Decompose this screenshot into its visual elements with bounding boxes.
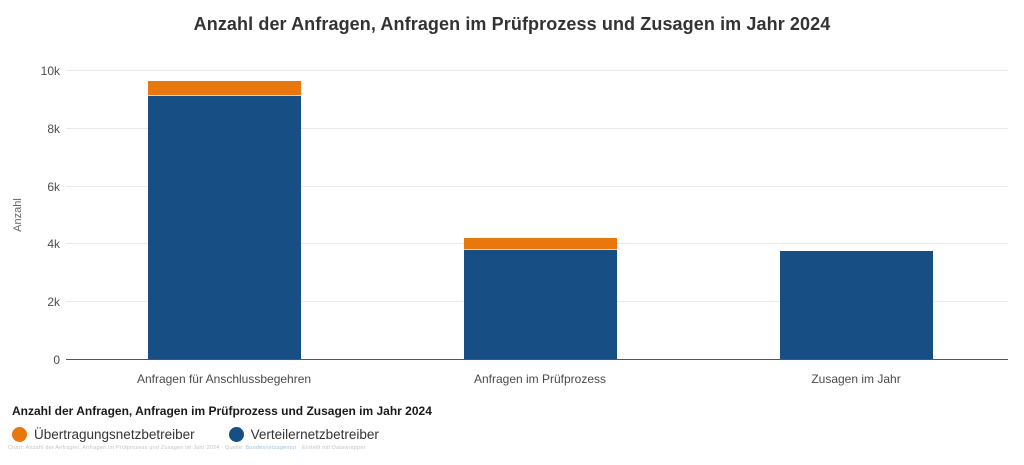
y-tick-label: 2k (47, 295, 60, 310)
legend-dot-icon (228, 427, 244, 442)
attribution-line: Chart: Anzahl der Anfragen, Anfragen im … (8, 445, 366, 451)
x-category-label: Anfragen für Anschlussbegehren (136, 372, 312, 386)
y-tick-label: 0 (53, 353, 60, 367)
attribution-text-1: Chart: Anzahl der Anfragen, Anfragen im … (8, 445, 246, 451)
legend-item--bertragungsnetzbetreiber: Übertragungsnetzbetreiber (12, 427, 195, 442)
bar-segment--bertragungsnetzbetreiber-1[interactable] (147, 81, 301, 96)
bar-segment-verteilernetzbetreiber-3[interactable] (779, 250, 933, 360)
plot-area (66, 70, 1014, 360)
y-gridline (66, 185, 1009, 187)
legend-dot-icon (12, 427, 27, 442)
bar-segment--bertragungsnetzbetreiber-2[interactable] (463, 238, 617, 251)
legend-title: Anzahl der Anfragen, Anfragen im Prüfpro… (12, 404, 432, 418)
y-gridline (66, 127, 1009, 129)
x-category-label: Anfragen im Prüfprozess (473, 372, 607, 386)
bar-segment-verteilernetzbetreiber-2[interactable] (463, 250, 617, 360)
y-gridline (66, 70, 1009, 71)
x-axis-category-labels: Anfragen für Anschlussbegehren Anfragen i… (66, 372, 1014, 386)
attribution-source-link[interactable]: Bundesnetzagentur (245, 445, 297, 451)
legend-item-verteilernetzbetreiber: Verteilernetzbetreiber (228, 427, 379, 442)
y-tick-label: 6k (47, 179, 60, 194)
attribution-text-2: · Erstellt mit Datawrapper (296, 445, 366, 451)
y-tick-label: 4k (47, 237, 60, 252)
x-axis-baseline (66, 358, 1009, 360)
x-category-label: Zusagen im Jahr (811, 372, 901, 386)
bar-segment-verteilernetzbetreiber-1[interactable] (147, 95, 301, 360)
legend-label: Übertragungsnetzbetreiber (34, 427, 195, 442)
y-tick-label: 10k (40, 64, 60, 78)
y-axis-tick-labels: 0 2k 4k 6k 8k 10k (20, 65, 60, 366)
legend: Übertragungsnetzbetreiber Verteilernetzbe… (12, 427, 379, 442)
y-tick-label: 8k (47, 121, 60, 136)
chart-title: Anzahl der Anfragen, Anfragen im Prüfpro… (193, 14, 831, 34)
legend-label: Verteilernetzbetreiber (250, 427, 379, 442)
